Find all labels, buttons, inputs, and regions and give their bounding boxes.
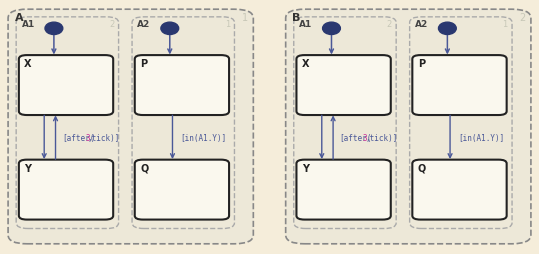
Text: 2: 2 xyxy=(519,13,526,23)
FancyBboxPatch shape xyxy=(412,56,507,116)
FancyBboxPatch shape xyxy=(294,18,396,229)
Ellipse shape xyxy=(439,23,456,35)
FancyBboxPatch shape xyxy=(296,160,391,220)
Text: P: P xyxy=(140,59,147,69)
FancyBboxPatch shape xyxy=(412,160,507,220)
FancyBboxPatch shape xyxy=(410,18,512,229)
Text: X: X xyxy=(302,59,309,69)
FancyBboxPatch shape xyxy=(135,160,229,220)
FancyBboxPatch shape xyxy=(8,10,253,244)
Text: 3: 3 xyxy=(85,133,90,142)
Text: B: B xyxy=(292,13,301,23)
Text: 2: 2 xyxy=(109,20,114,29)
Text: Y: Y xyxy=(302,163,309,173)
Text: 1: 1 xyxy=(242,13,248,23)
Text: A2: A2 xyxy=(137,20,151,29)
Text: A2: A2 xyxy=(415,20,429,29)
Text: Y: Y xyxy=(24,163,31,173)
FancyBboxPatch shape xyxy=(286,10,531,244)
FancyBboxPatch shape xyxy=(132,18,234,229)
Text: ,tick)]: ,tick)] xyxy=(365,133,398,142)
Text: [in(A1.Y)]: [in(A1.Y)] xyxy=(458,133,505,142)
Text: [in(A1.Y)]: [in(A1.Y)] xyxy=(181,133,227,142)
FancyBboxPatch shape xyxy=(135,56,229,116)
FancyBboxPatch shape xyxy=(19,160,113,220)
Ellipse shape xyxy=(45,23,63,35)
Text: [after(: [after( xyxy=(62,133,94,142)
Text: A1: A1 xyxy=(22,20,35,29)
Text: A1: A1 xyxy=(299,20,313,29)
Ellipse shape xyxy=(161,23,178,35)
Text: 2: 2 xyxy=(386,20,392,29)
Text: P: P xyxy=(418,59,425,69)
Text: [after(: [after( xyxy=(340,133,372,142)
Text: Q: Q xyxy=(418,163,426,173)
Text: ,tick)]: ,tick)] xyxy=(88,133,120,142)
FancyBboxPatch shape xyxy=(19,56,113,116)
Text: 1: 1 xyxy=(502,20,508,29)
Ellipse shape xyxy=(322,23,341,35)
FancyBboxPatch shape xyxy=(296,56,391,116)
Text: A: A xyxy=(15,13,23,23)
FancyBboxPatch shape xyxy=(16,18,119,229)
Text: 3: 3 xyxy=(363,133,368,142)
Text: 1: 1 xyxy=(225,20,230,29)
Text: X: X xyxy=(24,59,32,69)
Text: Q: Q xyxy=(140,163,148,173)
